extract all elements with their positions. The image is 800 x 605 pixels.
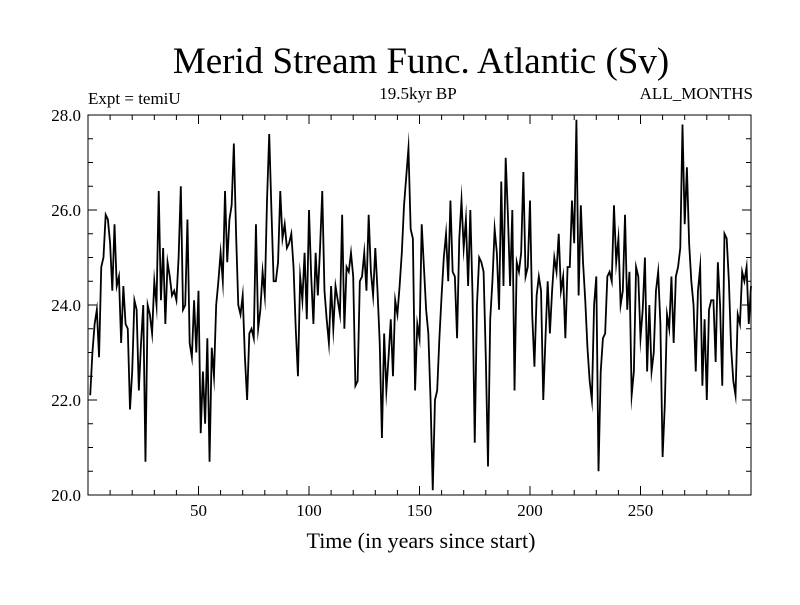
period-label: 19.5kyr BP (379, 84, 456, 103)
x-tick-label: 250 (628, 501, 654, 520)
experiment-label: Expt = temiU (88, 89, 181, 108)
y-tick-label: 22.0 (51, 391, 81, 410)
x-tick-label: 50 (190, 501, 207, 520)
series-line (89, 119, 752, 491)
y-tick-label: 20.0 (51, 486, 81, 505)
x-tick-label: 200 (517, 501, 543, 520)
x-axis-label: Time (in years since start) (307, 528, 536, 553)
y-tick-label: 26.0 (51, 201, 81, 220)
plot-frame (87, 114, 752, 496)
x-tick-label: 150 (407, 501, 433, 520)
y-tick-label: 24.0 (51, 296, 81, 315)
axis-ticks: 50 100 150 200 250 20.0 22.0 24.0 26.0 28.0 (51, 106, 751, 520)
y-tick-label: 28.0 (51, 106, 81, 125)
chart-title: Merid Stream Func. Atlantic (Sv) (173, 41, 669, 82)
x-tick-label: 100 (296, 501, 322, 520)
months-label: ALL_MONTHS (640, 84, 753, 103)
